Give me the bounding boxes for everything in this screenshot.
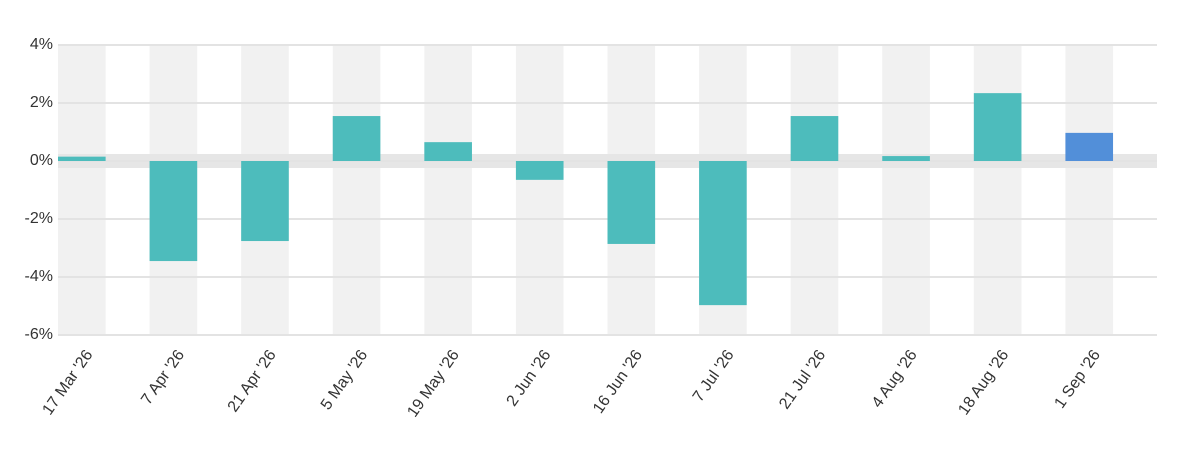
x-tick-label: 18 Aug '26: [955, 347, 1012, 418]
bar: [424, 142, 472, 161]
x-tick-label: 7 Jul '26: [690, 347, 738, 405]
x-tick-label: 17 Mar '26: [40, 347, 97, 418]
column-stripe: [424, 45, 472, 335]
bar: [149, 161, 198, 262]
x-tick-label: 7 Apr '26: [138, 347, 188, 408]
column-stripe: [332, 45, 381, 335]
column-stripe: [1065, 45, 1114, 335]
bar: [607, 161, 656, 244]
y-tick-label: -4%: [25, 268, 53, 285]
column-stripe: [790, 45, 839, 335]
x-tick-label: 5 May '26: [318, 347, 371, 413]
y-tick-label: 4%: [30, 36, 53, 53]
y-tick-label: -6%: [25, 326, 53, 343]
column-stripe: [973, 45, 1022, 335]
column-stripe: [882, 45, 930, 335]
x-tick-label: 19 May '26: [404, 347, 463, 421]
x-tick-label: 21 Apr '26: [225, 347, 280, 415]
bar: [973, 93, 1022, 161]
bar: [699, 161, 747, 306]
column-stripe: [58, 45, 106, 335]
x-tick-label: 4 Aug '26: [869, 347, 921, 411]
y-tick-label: -2%: [25, 210, 53, 227]
x-tick-label: 1 Sep '26: [1052, 347, 1104, 412]
y-tick-label: 0%: [30, 152, 53, 169]
x-tick-label: 2 Jun '26: [504, 347, 555, 410]
bar: [515, 161, 564, 180]
y-tick-label: 2%: [30, 94, 53, 111]
bar: [58, 156, 106, 161]
x-tick-label: 16 Jun '26: [590, 347, 646, 417]
bar: [790, 116, 839, 161]
bar: [1065, 132, 1114, 161]
bar: [332, 116, 381, 161]
bar: [241, 161, 289, 242]
column-stripe: [515, 45, 564, 335]
bar: [882, 156, 930, 161]
x-tick-label: 21 Jul '26: [776, 347, 829, 413]
